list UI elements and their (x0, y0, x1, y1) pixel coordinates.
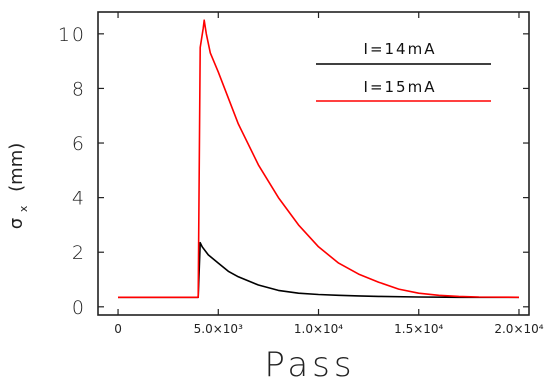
series-lines (118, 19, 520, 299)
y-tick-label: 0 (72, 297, 86, 319)
svg-text:σ x (mm): σ x (mm) (6, 143, 32, 230)
series-line-2 (118, 19, 520, 299)
x-axis-label: Pass (264, 345, 355, 382)
y-axis-label: σ (6, 218, 27, 229)
y-tick-label: 2 (72, 242, 86, 264)
legend: I=14mA I=15mA (316, 40, 491, 102)
legend-label-2: I=15mA (364, 78, 437, 96)
legend-label-1: I=14mA (364, 40, 437, 58)
x-tick-label: 1.0×10⁴ (294, 322, 343, 336)
y-tick-label: 8 (72, 78, 86, 100)
ticks: 0 5.0×10³ 1.0×10⁴ 1.5×10⁴ 2.0×10⁴ 0 2 4 6 8 10 (58, 12, 544, 336)
y-axis-label-group: σ x (mm) (6, 143, 32, 230)
x-tick-label: 5.0×10³ (194, 322, 243, 336)
y-axis-label-unit: (mm) (6, 143, 27, 192)
x-tick-label: 0 (114, 322, 122, 336)
series-line-1 (118, 241, 519, 299)
x-tick-label: 1.5×10⁴ (394, 322, 443, 336)
plot-frame (97, 11, 530, 316)
y-tick-label: 6 (72, 133, 86, 155)
y-tick-label: 4 (72, 188, 86, 210)
y-axis-label-subscript: x (17, 205, 30, 212)
x-tick-label: 2.0×10⁴ (494, 322, 543, 336)
y-tick-label: 10 (58, 24, 86, 46)
